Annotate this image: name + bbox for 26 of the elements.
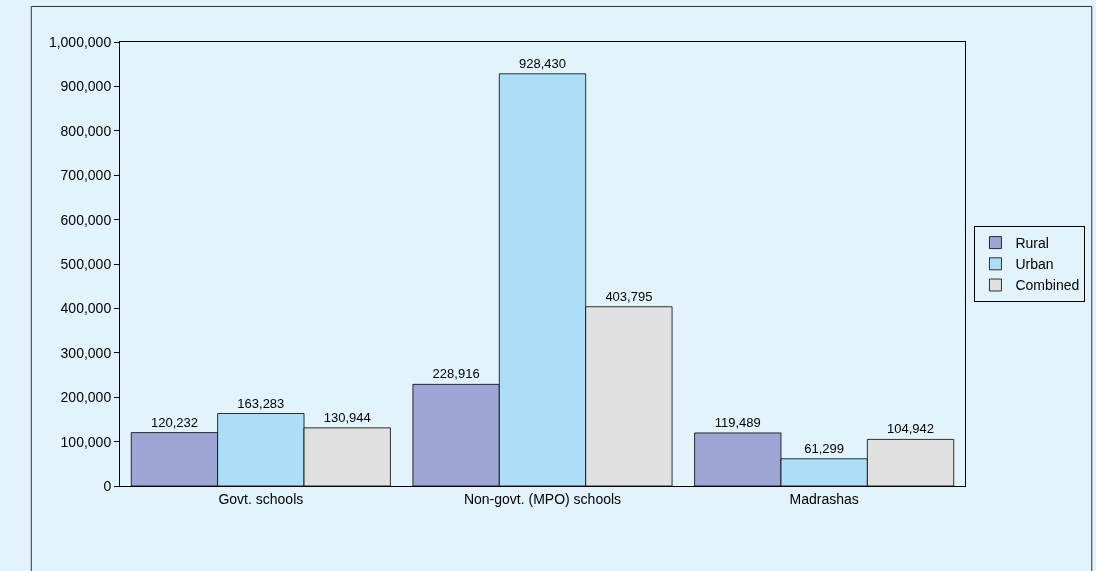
data-label: 119,489 — [714, 414, 761, 430]
data-label: 928,430 — [519, 55, 566, 71]
y-tick-label: 300,000 — [60, 344, 112, 361]
y-tick-label: 800,000 — [60, 122, 112, 139]
data-label: 120,232 — [150, 414, 198, 430]
data-label: 228,916 — [432, 366, 480, 382]
x-tick-label: Non-govt. (MPO) schools — [463, 490, 622, 507]
data-label: 163,283 — [237, 395, 285, 411]
x-tick-label: Govt. schools — [218, 490, 304, 507]
y-tick-label: 600,000 — [60, 211, 112, 228]
data-label: 104,942 — [887, 421, 935, 437]
y-tick-label: 900,000 — [60, 78, 112, 95]
data-label: 130,944 — [323, 409, 371, 425]
y-tick-label: 1,000,000 — [48, 33, 112, 50]
legend-label: Urban — [1015, 256, 1054, 273]
legend-label: Rural — [1015, 235, 1049, 252]
y-tick-label: 400,000 — [60, 300, 112, 317]
x-tick-label: Madrashas — [789, 490, 859, 507]
y-tick-label: 700,000 — [60, 167, 112, 184]
data-label: 61,299 — [804, 440, 845, 456]
y-tick-label: 100,000 — [60, 433, 112, 450]
y-tick-label: 0 — [103, 477, 112, 494]
y-tick-label: 500,000 — [60, 255, 112, 272]
data-label: 403,795 — [605, 288, 653, 304]
legend-label: Combined — [1015, 277, 1080, 294]
y-tick-label: 200,000 — [60, 389, 112, 406]
